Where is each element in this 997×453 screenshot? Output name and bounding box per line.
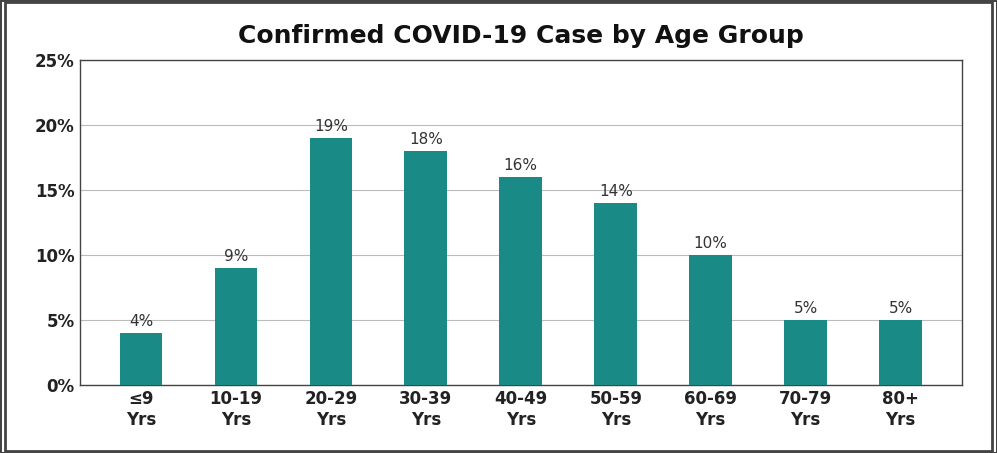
- Text: 19%: 19%: [314, 119, 348, 134]
- Bar: [594, 203, 637, 386]
- Text: 18%: 18%: [409, 132, 443, 147]
- Text: 5%: 5%: [794, 301, 818, 316]
- Bar: [120, 333, 163, 386]
- Text: 4%: 4%: [129, 314, 154, 329]
- Bar: [689, 255, 732, 386]
- Bar: [499, 177, 542, 386]
- Bar: [309, 138, 352, 386]
- Text: 9%: 9%: [223, 249, 248, 264]
- Title: Confirmed COVID-19 Case by Age Group: Confirmed COVID-19 Case by Age Group: [238, 24, 804, 48]
- Text: 16%: 16%: [503, 158, 537, 173]
- Text: 5%: 5%: [888, 301, 912, 316]
- Bar: [785, 320, 827, 386]
- Text: 14%: 14%: [599, 184, 633, 199]
- Bar: [879, 320, 922, 386]
- Text: 10%: 10%: [694, 236, 728, 251]
- Bar: [214, 268, 257, 386]
- Bar: [405, 151, 448, 386]
